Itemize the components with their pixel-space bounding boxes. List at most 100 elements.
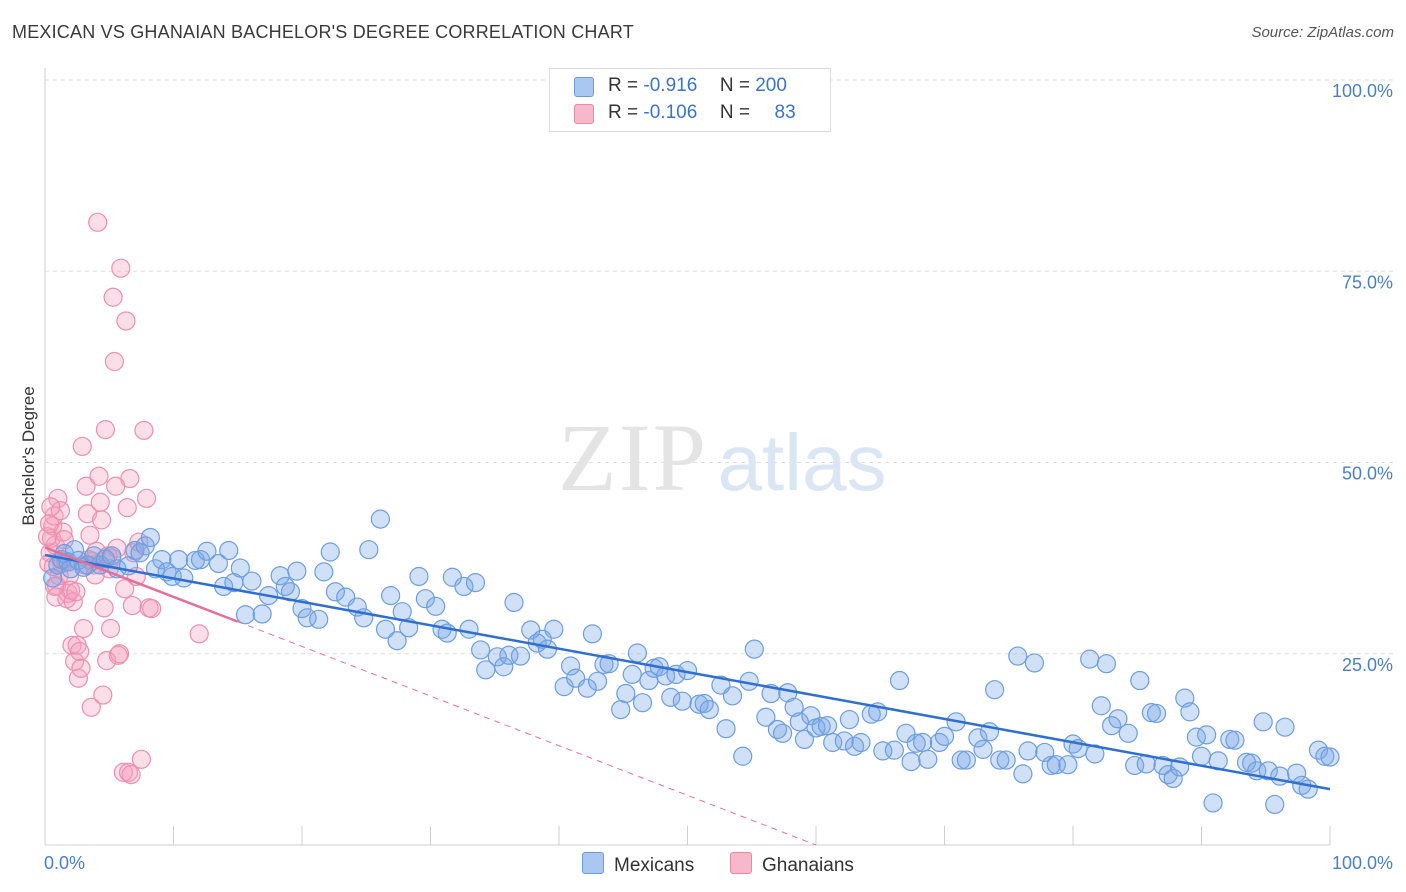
ghanaian-point: [62, 635, 82, 655]
y-tick-label: 100.0%: [1332, 81, 1393, 101]
mexican-point: [1315, 746, 1335, 766]
mexican-point: [756, 707, 776, 727]
mexican-point: [370, 509, 390, 529]
mexican-point: [918, 749, 938, 769]
mexican-point: [325, 582, 346, 602]
chart-title: MEXICAN VS GHANAIAN BACHELOR'S DEGREE CO…: [12, 22, 634, 42]
mexican-point: [913, 732, 933, 753]
ghanaian-point: [91, 510, 112, 530]
mexican-point: [471, 640, 491, 660]
mexican-point: [1225, 730, 1245, 750]
mexican-point: [784, 697, 804, 717]
watermark-atlas: atlas: [718, 418, 887, 507]
ghanaian-point: [76, 476, 96, 496]
mexican-point: [1146, 703, 1167, 724]
ghanaian-point: [90, 492, 110, 512]
ghanaians-trend-line: [44, 546, 239, 623]
mexican-point: [309, 609, 329, 629]
correlation-legend: R = -0.916 N = 200 R = -0.106 N = 83: [549, 68, 831, 132]
mexican-point: [951, 750, 971, 770]
trend-lines: [44, 546, 1331, 846]
mexicans-points: [43, 509, 1340, 815]
mexican-point: [1203, 793, 1223, 813]
mexican-point: [794, 729, 815, 750]
ghanaian-point: [142, 599, 162, 619]
ghanaian-point: [81, 697, 101, 717]
chart-source: Source: ZipAtlas.com: [1251, 24, 1394, 41]
mexican-point: [1085, 744, 1105, 764]
mexican-point: [973, 739, 993, 759]
mexican-point: [1018, 741, 1038, 761]
ghanaian-point: [71, 658, 91, 678]
ghanaian-point: [95, 420, 115, 440]
mexican-point: [1320, 747, 1340, 767]
mexican-point: [409, 566, 429, 587]
mexican-point: [716, 719, 736, 739]
mexican-point: [587, 671, 608, 691]
mexican-point: [242, 571, 262, 591]
mexican-point: [884, 740, 904, 760]
mexican-point: [577, 678, 597, 698]
ghanaian-point: [115, 579, 135, 599]
mexican-point: [699, 699, 719, 720]
mexican-point: [1008, 646, 1028, 666]
ghanaian-point: [109, 644, 130, 664]
mexican-point: [465, 573, 486, 593]
mexican-point: [661, 687, 681, 707]
legend-n-label: N =: [719, 102, 750, 123]
mexican-point: [1163, 768, 1183, 789]
mexican-point: [789, 712, 809, 732]
ghanaian-point: [93, 685, 113, 705]
ghanaian-point: [46, 587, 66, 607]
mexican-point: [632, 693, 653, 713]
x-tick-label: 100.0%: [1332, 853, 1393, 873]
y-tick-label: 75.0%: [1342, 272, 1393, 292]
mexican-point: [235, 605, 256, 625]
ghanaian-point: [120, 468, 140, 489]
mexican-point: [387, 631, 407, 651]
ghanaian-point: [88, 212, 108, 232]
mexican-point: [314, 562, 334, 582]
mexican-point: [956, 750, 976, 770]
mexican-point: [889, 670, 910, 691]
bottom-legend-swatch-mexicans: [582, 852, 604, 874]
mexican-point: [544, 619, 564, 639]
tick-labels: 100.0% 75.0% 50.0% 25.0% 0.0% 100.0%: [44, 81, 1393, 873]
mexican-point: [1197, 725, 1217, 745]
mexican-point: [1108, 709, 1128, 729]
legend-n-value: 200: [755, 75, 787, 96]
ghanaian-point: [116, 311, 136, 331]
mexican-point: [985, 680, 1005, 700]
mexican-point: [594, 654, 614, 675]
legend-r-value: -0.916: [643, 75, 698, 96]
mexican-point: [1058, 755, 1078, 775]
mexican-point: [616, 683, 636, 704]
mexican-point: [152, 550, 172, 570]
mexican-point: [510, 646, 531, 666]
mexican-point: [582, 624, 603, 644]
bottom-legend-label-ghanaians: Ghanaians: [762, 855, 854, 876]
mexican-point: [1080, 649, 1100, 669]
mexican-point: [415, 589, 435, 609]
bottom-legend-label-mexicans: Mexicans: [614, 855, 695, 876]
mexican-point: [996, 750, 1016, 770]
y-tick-label: 25.0%: [1342, 655, 1393, 675]
mexican-point: [990, 750, 1010, 770]
legend-swatch-mexicans: [574, 77, 594, 97]
mexican-point: [744, 639, 764, 659]
ghanaian-point: [104, 351, 124, 372]
ghanaian-point: [43, 516, 63, 536]
ghanaian-point: [70, 641, 90, 662]
mexican-point: [292, 599, 312, 619]
mexican-point: [1096, 654, 1117, 674]
mexican-point: [811, 716, 831, 737]
mexican-point: [1158, 765, 1178, 785]
mexican-point: [672, 691, 692, 711]
legend-n-label: N =: [719, 75, 750, 96]
mexican-point: [1091, 696, 1111, 716]
mexican-point: [1013, 764, 1033, 784]
mexican-point: [140, 527, 160, 548]
ghanaian-point: [131, 749, 151, 769]
legend-r-label: R =: [608, 102, 639, 123]
